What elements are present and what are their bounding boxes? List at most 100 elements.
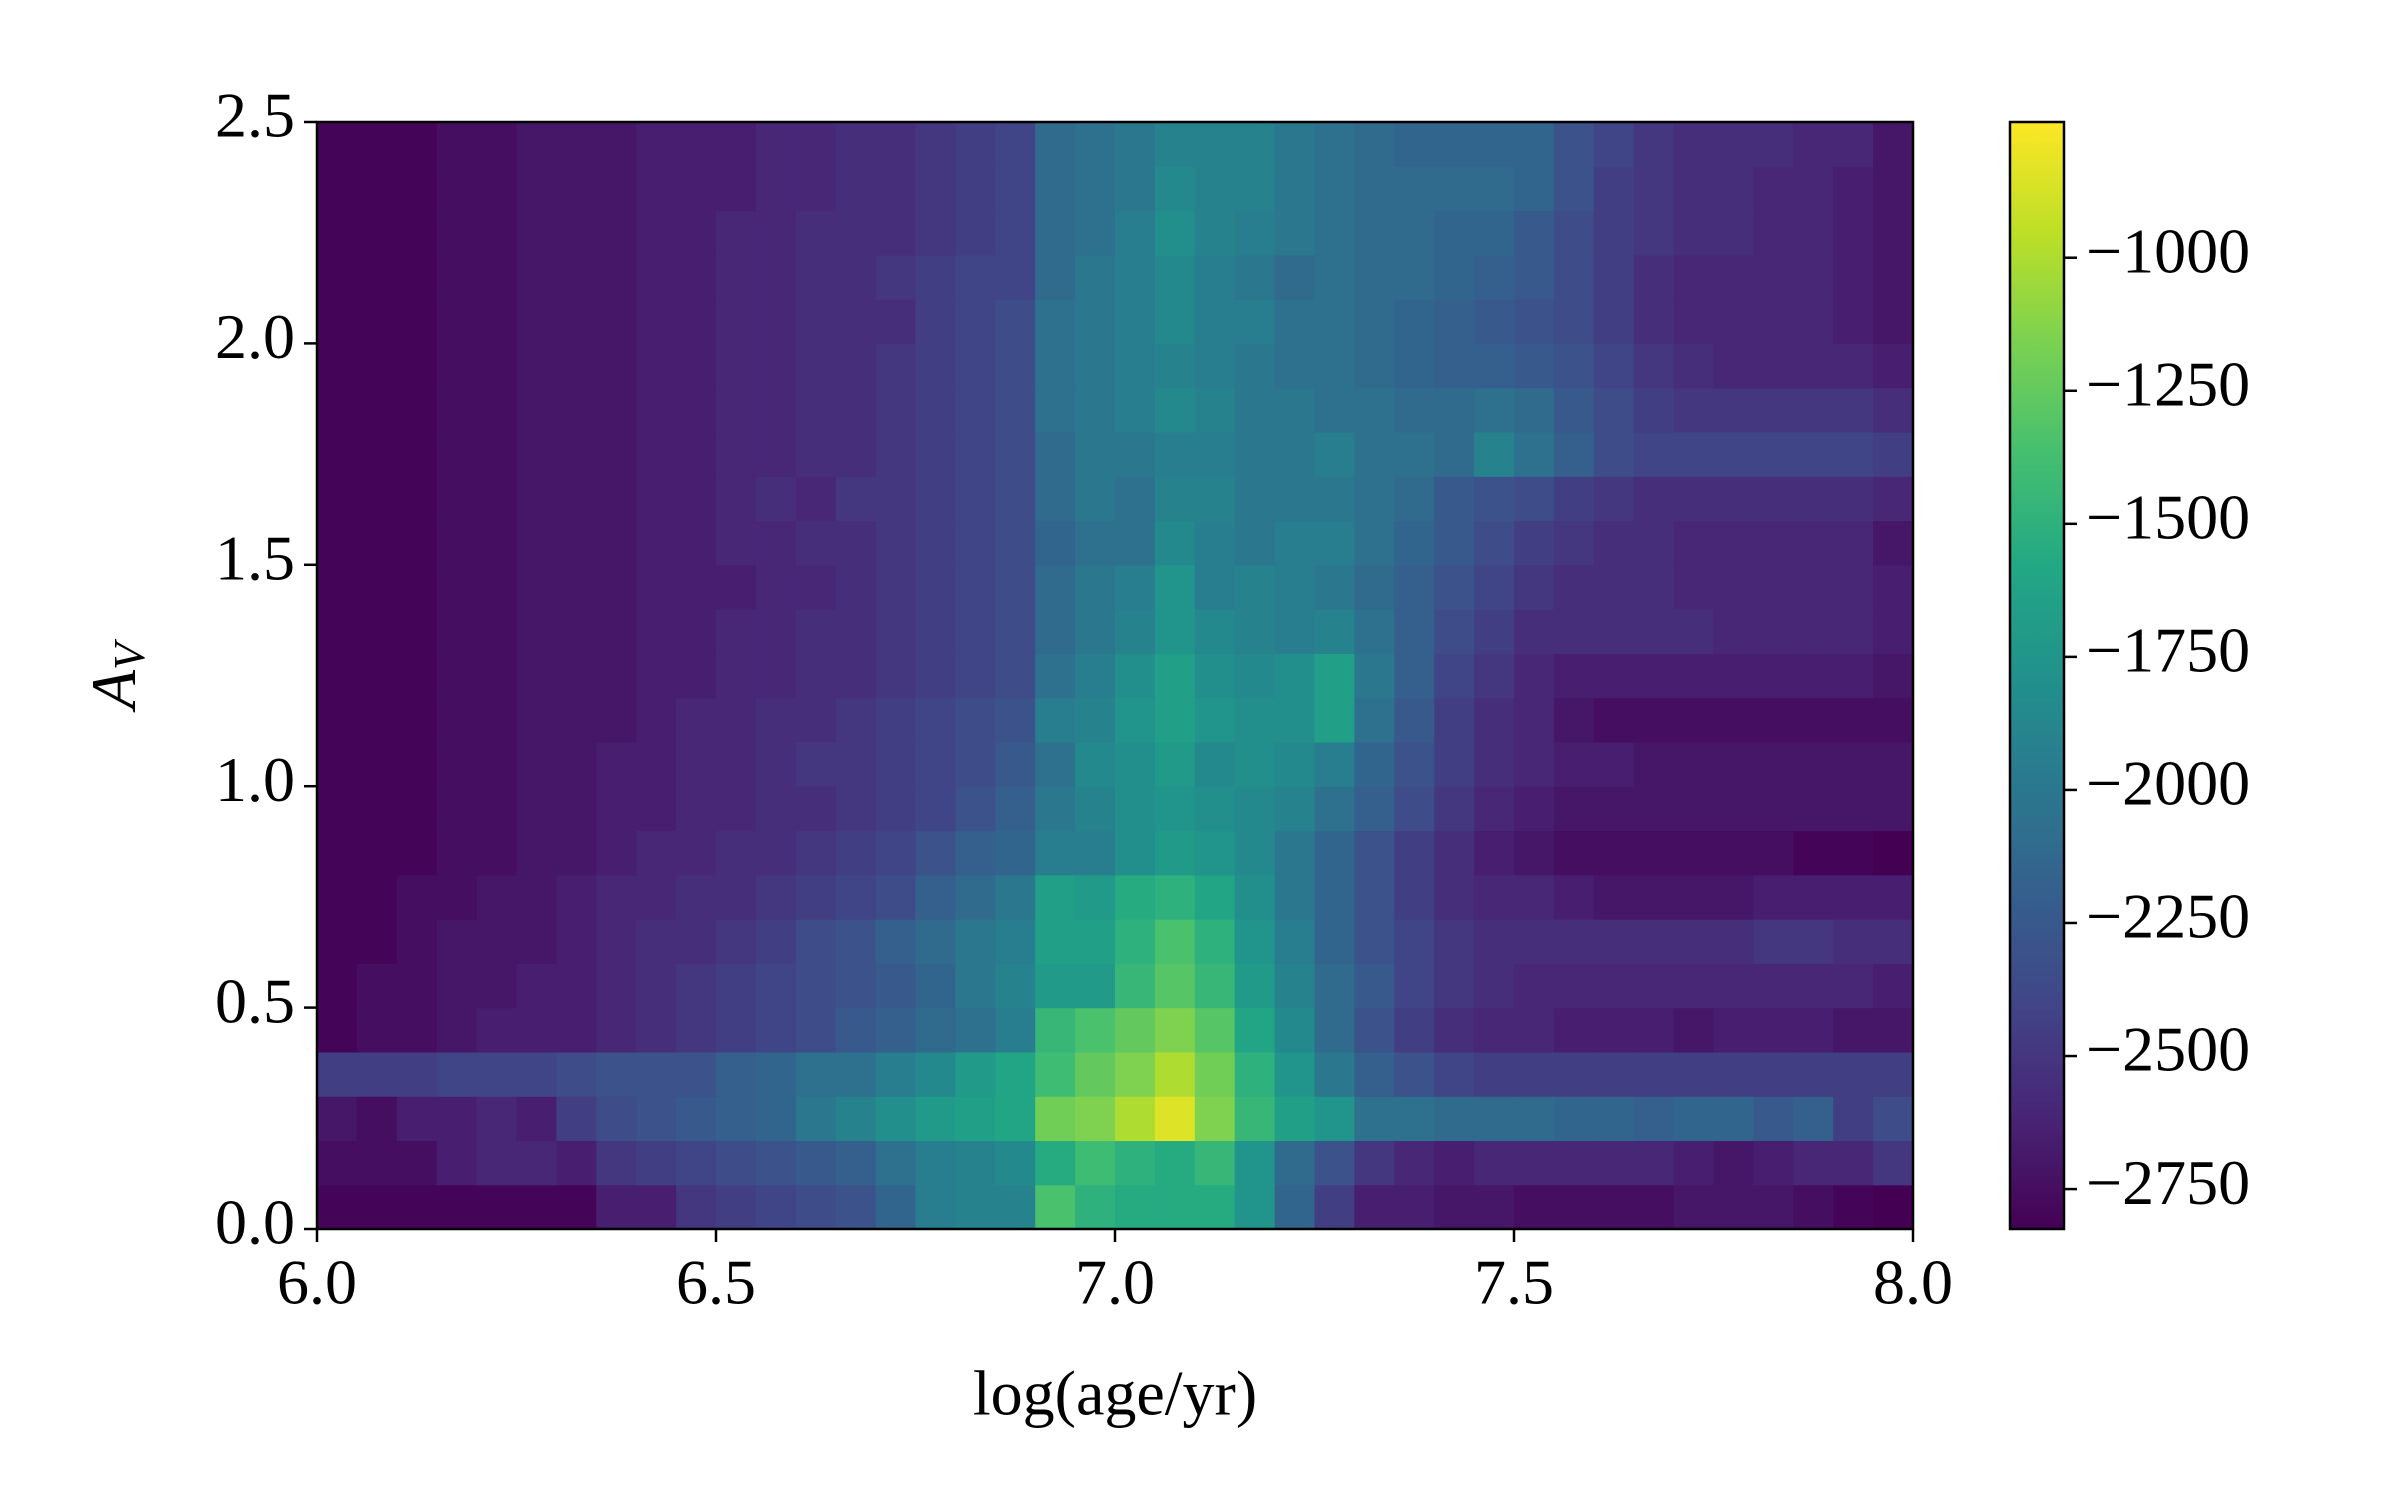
heat-cell [716, 564, 757, 610]
heat-cell [955, 697, 996, 743]
heat-cell [1673, 1007, 1715, 1053]
heat-cell [396, 122, 438, 167]
heat-cell [476, 1096, 518, 1142]
heat-cell [356, 609, 398, 654]
heat-cell [915, 431, 956, 477]
heat-cell [875, 387, 917, 433]
heat-cell [1713, 1051, 1754, 1097]
heat-cell [1633, 299, 1675, 344]
heat-cell [1553, 1051, 1595, 1097]
heat-cell [1154, 830, 1196, 876]
heat-cell [1873, 609, 1914, 654]
heat-cell [1873, 564, 1914, 610]
heat-cell [1274, 1184, 1316, 1230]
heat-cell [1194, 343, 1236, 389]
heat-cell [1075, 697, 1116, 743]
heat-cell [755, 830, 797, 876]
heat-cell [596, 166, 637, 212]
heat-cell [915, 299, 956, 344]
heat-cell [636, 564, 677, 610]
heat-cell [1514, 1096, 1555, 1142]
heat-cell [1314, 520, 1355, 566]
heat-cell [317, 609, 358, 654]
heat-cell [676, 919, 717, 964]
heat-cell [1833, 1184, 1874, 1230]
heat-cell [1154, 919, 1196, 964]
heat-cell [955, 830, 996, 876]
heat-cell [1514, 830, 1555, 876]
heat-cell [1035, 166, 1076, 212]
heat-cell [1833, 520, 1874, 566]
heat-cell [436, 387, 478, 433]
heat-cell [1314, 431, 1355, 477]
heat-cell [955, 919, 996, 964]
heat-cell [1434, 431, 1475, 477]
heat-cell [1394, 830, 1435, 876]
heat-cell [476, 299, 518, 344]
heat-cell [1753, 830, 1794, 876]
heat-cell [716, 741, 757, 787]
heat-cell [795, 254, 837, 300]
heat-cell [1593, 1096, 1635, 1142]
heat-cell [1833, 741, 1874, 787]
heat-cell [1833, 1096, 1874, 1142]
heat-cell [476, 1140, 518, 1186]
heat-cell [556, 609, 597, 654]
heat-cell [995, 299, 1036, 344]
heat-cell [1793, 830, 1834, 876]
heat-cell [1753, 299, 1794, 344]
heat-cell [636, 963, 677, 1009]
heat-cell [915, 1140, 956, 1186]
heat-cell [1593, 1051, 1635, 1097]
heat-cell [995, 830, 1036, 876]
heat-cell [356, 653, 398, 699]
heat-cell [1713, 1184, 1754, 1230]
heat-cell [1115, 697, 1156, 743]
heat-cell [636, 786, 677, 832]
heat-cell [1394, 919, 1435, 964]
heat-cell [1354, 741, 1395, 787]
heat-cell [795, 697, 837, 743]
heat-cell [1354, 520, 1395, 566]
heat-cell [1833, 122, 1874, 167]
heat-cell [1633, 122, 1675, 167]
heat-cell [835, 741, 877, 787]
x-tick-label: 6.5 [676, 1247, 756, 1318]
heat-cell [1474, 520, 1515, 566]
heat-cell [636, 919, 677, 964]
heat-cell [1354, 1007, 1395, 1053]
heat-cell [1075, 1184, 1116, 1230]
heat-cell [1434, 520, 1475, 566]
heat-cell [596, 963, 637, 1009]
heat-cell [1873, 476, 1914, 522]
heat-cell [1753, 963, 1794, 1009]
heat-cell [875, 254, 917, 300]
heat-cell [1873, 210, 1914, 256]
heat-cell [596, 786, 637, 832]
heat-cell [1514, 122, 1555, 167]
heat-cell [476, 564, 518, 610]
heat-cell [317, 166, 358, 212]
heat-cell [875, 431, 917, 477]
heat-cell [1753, 1096, 1794, 1142]
heat-cell [596, 122, 637, 167]
heat-cell [516, 874, 557, 920]
heat-cell [1713, 210, 1754, 256]
heat-cell [835, 874, 877, 920]
heat-cell [356, 210, 398, 256]
heat-cell [676, 299, 717, 344]
heat-cell [1793, 786, 1834, 832]
heat-cell [755, 476, 797, 522]
heat-cell [1873, 786, 1914, 832]
heat-cell [1154, 122, 1196, 167]
heat-cell [556, 520, 597, 566]
heat-cell [1793, 1007, 1834, 1053]
heat-cell [755, 1140, 797, 1186]
heat-cell [476, 343, 518, 389]
heat-cell [1035, 1051, 1076, 1097]
heat-cell [716, 919, 757, 964]
heat-cell [396, 431, 438, 477]
heat-cell [636, 874, 677, 920]
heat-cell [1194, 122, 1236, 167]
